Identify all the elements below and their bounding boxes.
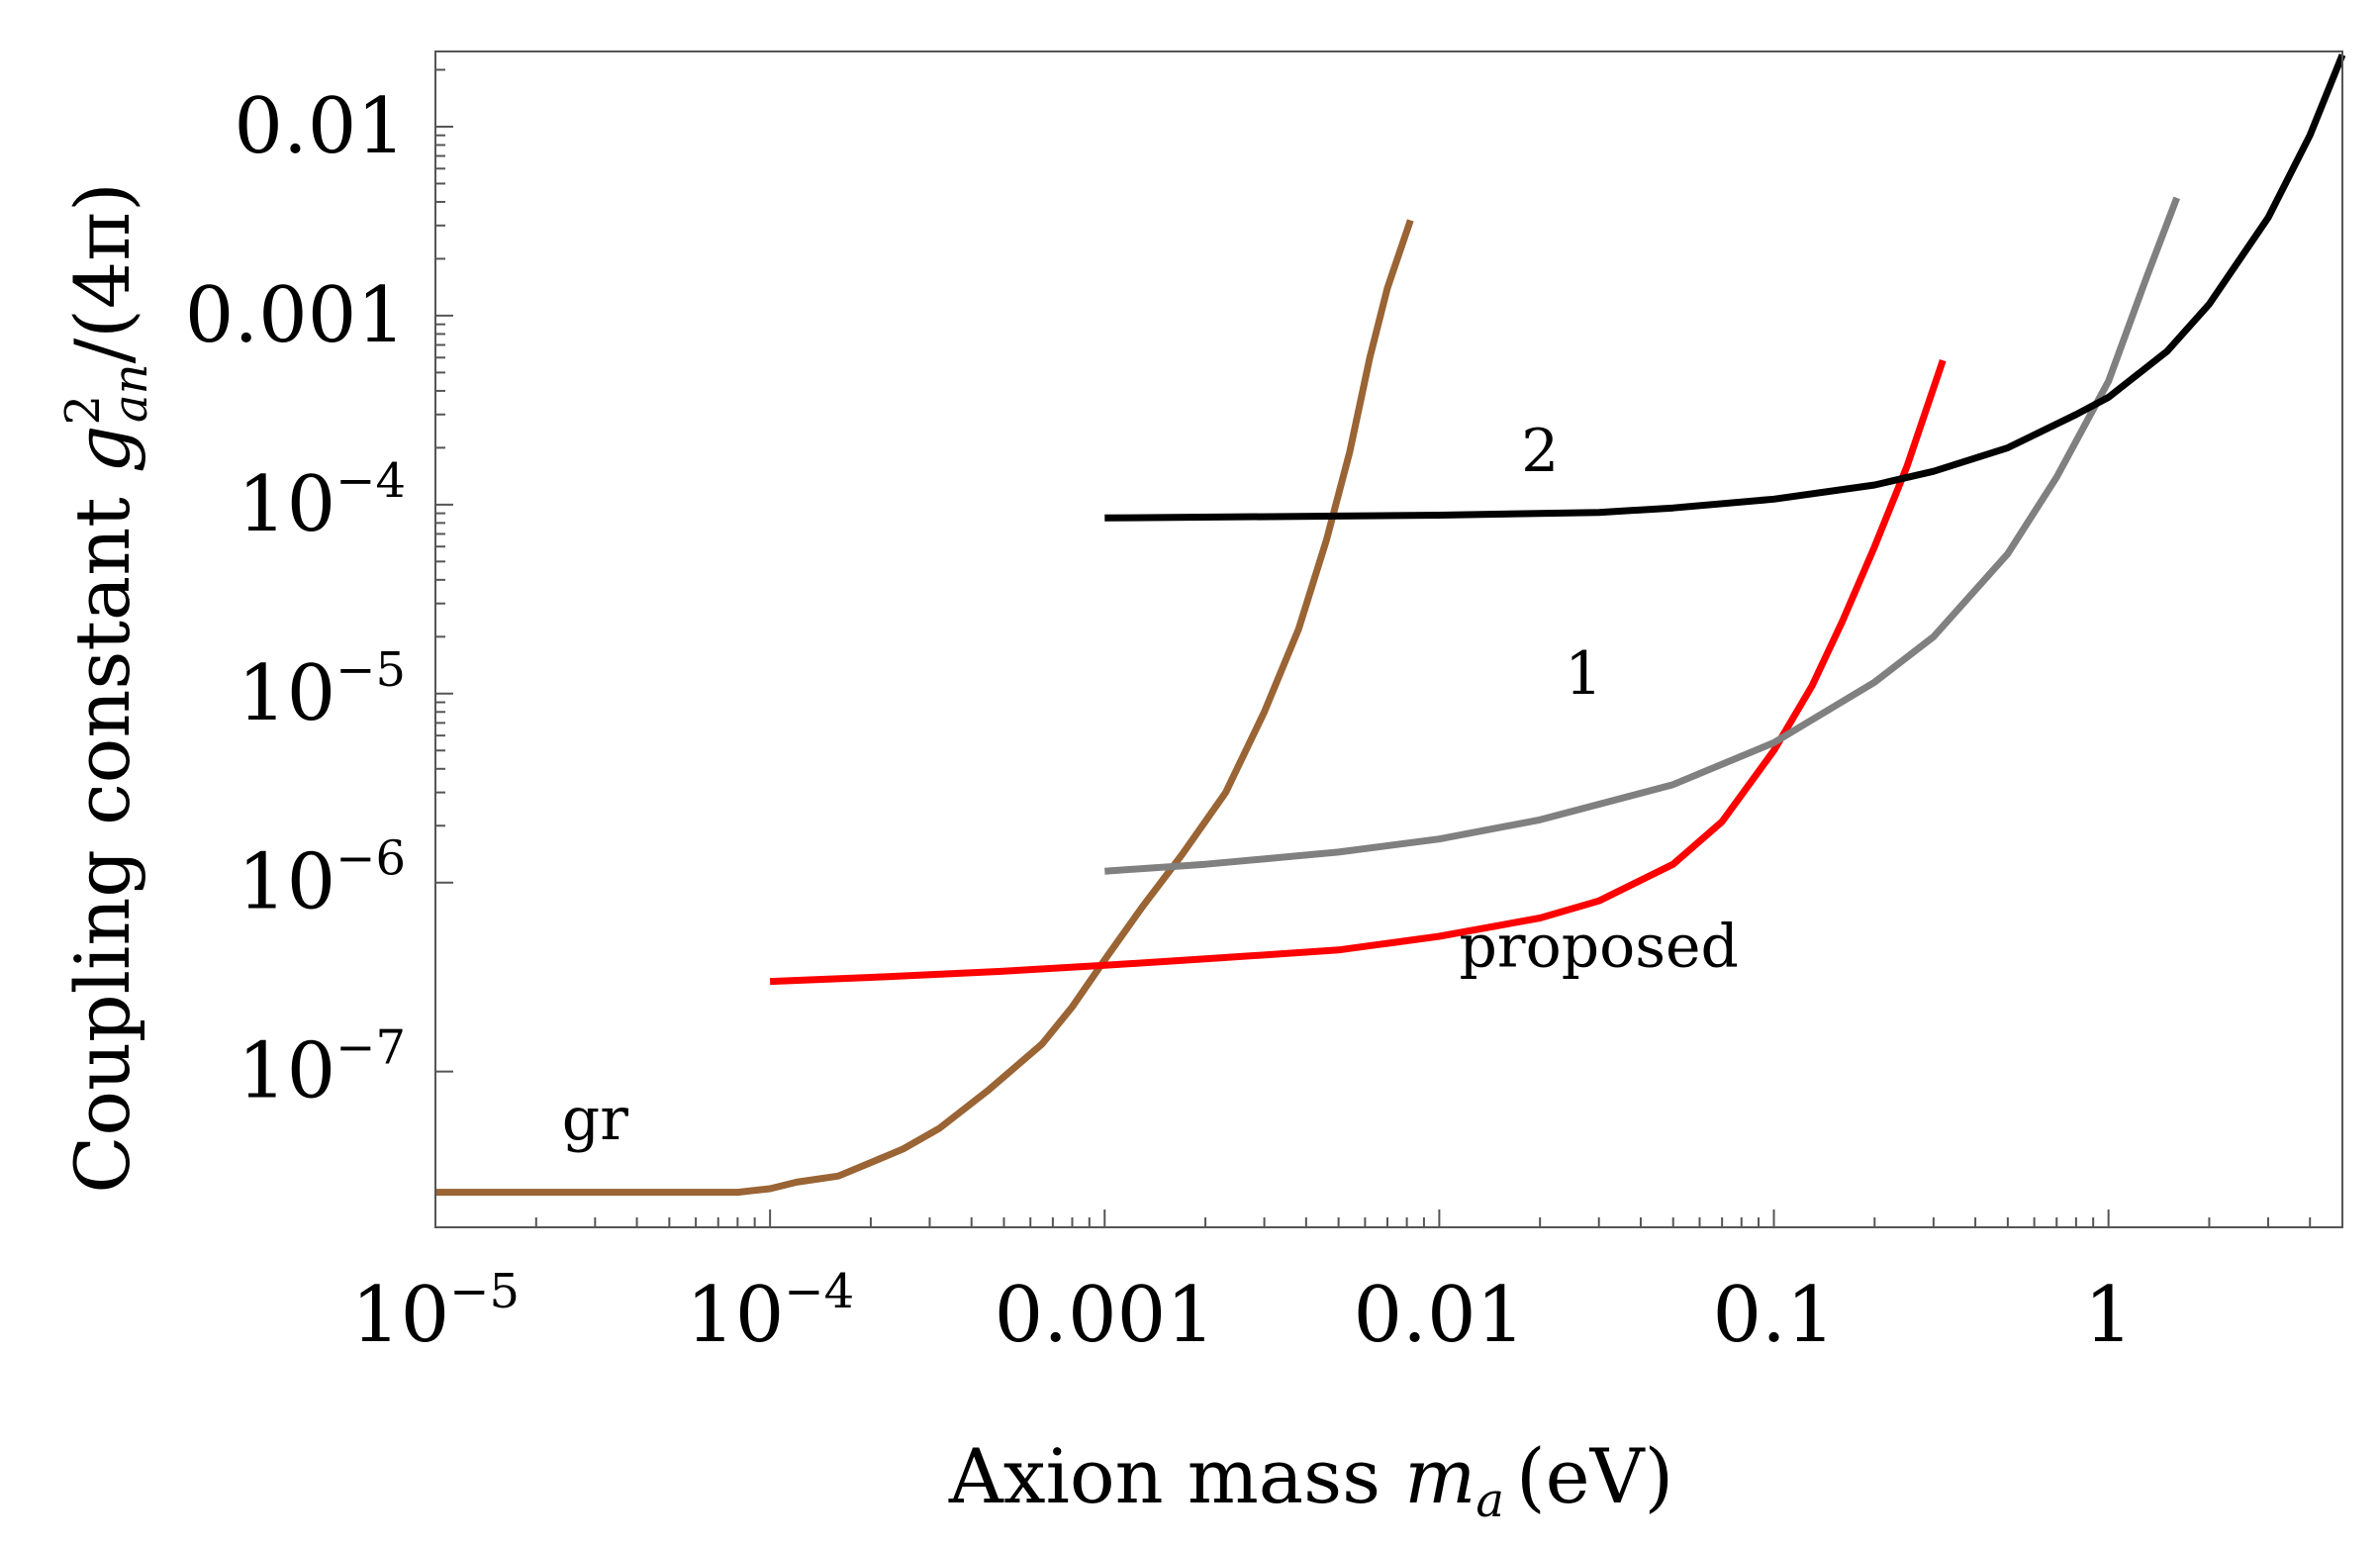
y-tick-label: 10−5 — [238, 642, 406, 738]
series-layer — [435, 53, 2346, 1197]
plot-frame — [434, 50, 2343, 1228]
y-axis-title: Coupling constant g2an/(4π) — [55, 182, 158, 1194]
y-tick-label-exponent: −4 — [335, 453, 406, 509]
y-axis-title-text: Coupling constant — [58, 497, 146, 1193]
series-line-gr — [435, 219, 1414, 1197]
x-axis-subscript: a — [1476, 1473, 1504, 1528]
x-tick-labels: 10−5 10−4 0.001 0.01 0.1 1 — [351, 1264, 2133, 1360]
curve-label-1: 1 — [1565, 639, 1602, 709]
y-axis-suffix: /(4π) — [58, 182, 146, 363]
y-axis-subscript: an — [103, 363, 158, 423]
x-tick-label: 10−4 — [686, 1264, 854, 1360]
y-tick-label-base: 10 — [238, 1027, 335, 1116]
y-tick-label: 10−7 — [238, 1020, 406, 1116]
curve-label-proposed: proposed — [1459, 912, 1738, 981]
x-tick-label-base: 10 — [686, 1271, 784, 1360]
x-tick-label: 0.001 — [995, 1271, 1215, 1360]
x-axis-title-text: Axion mass — [948, 1432, 1380, 1520]
y-tick-label: 0.001 — [185, 271, 406, 360]
y-tick-label-exponent: −6 — [335, 831, 406, 887]
curve-label-gr: gr — [562, 1085, 628, 1154]
x-tick-label: 0.01 — [1354, 1271, 1526, 1360]
y-tick-label-base: 10 — [238, 838, 335, 927]
y-tick-label: 10−4 — [238, 453, 406, 549]
y-axis-superscript: 2 — [55, 395, 111, 426]
major-ticks — [435, 125, 2110, 1227]
x-tick-label-base: 10 — [351, 1271, 449, 1360]
x-tick-label: 10−5 — [351, 1264, 520, 1360]
series-line-proposed — [769, 358, 1947, 986]
y-tick-label-exponent: −5 — [335, 642, 406, 698]
y-tick-label-exponent: −7 — [335, 1020, 406, 1076]
x-axis-title: Axion mass ma (eV) — [948, 1432, 1673, 1528]
minor-ticks — [435, 68, 2312, 1227]
x-tick-label: 0.1 — [1713, 1271, 1836, 1360]
y-axis-symbol: g — [58, 425, 146, 473]
curve-labels: gr proposed 1 2 — [562, 417, 1739, 1154]
x-tick-label-exponent: −5 — [449, 1264, 520, 1319]
y-tick-label: 10−6 — [238, 831, 406, 927]
y-tick-label: 0.01 — [234, 82, 406, 171]
series-line-2 — [1104, 53, 2346, 522]
x-axis-unit: (eV) — [1516, 1432, 1673, 1520]
x-tick-label-exponent: −4 — [784, 1264, 854, 1319]
y-tick-label-base: 10 — [238, 649, 335, 738]
curve-label-2: 2 — [1521, 417, 1559, 486]
x-tick-label: 1 — [2084, 1271, 2134, 1360]
series-line-1 — [1104, 196, 2180, 875]
x-axis-symbol: m — [1404, 1432, 1476, 1520]
y-tick-label-base: 10 — [238, 460, 335, 549]
